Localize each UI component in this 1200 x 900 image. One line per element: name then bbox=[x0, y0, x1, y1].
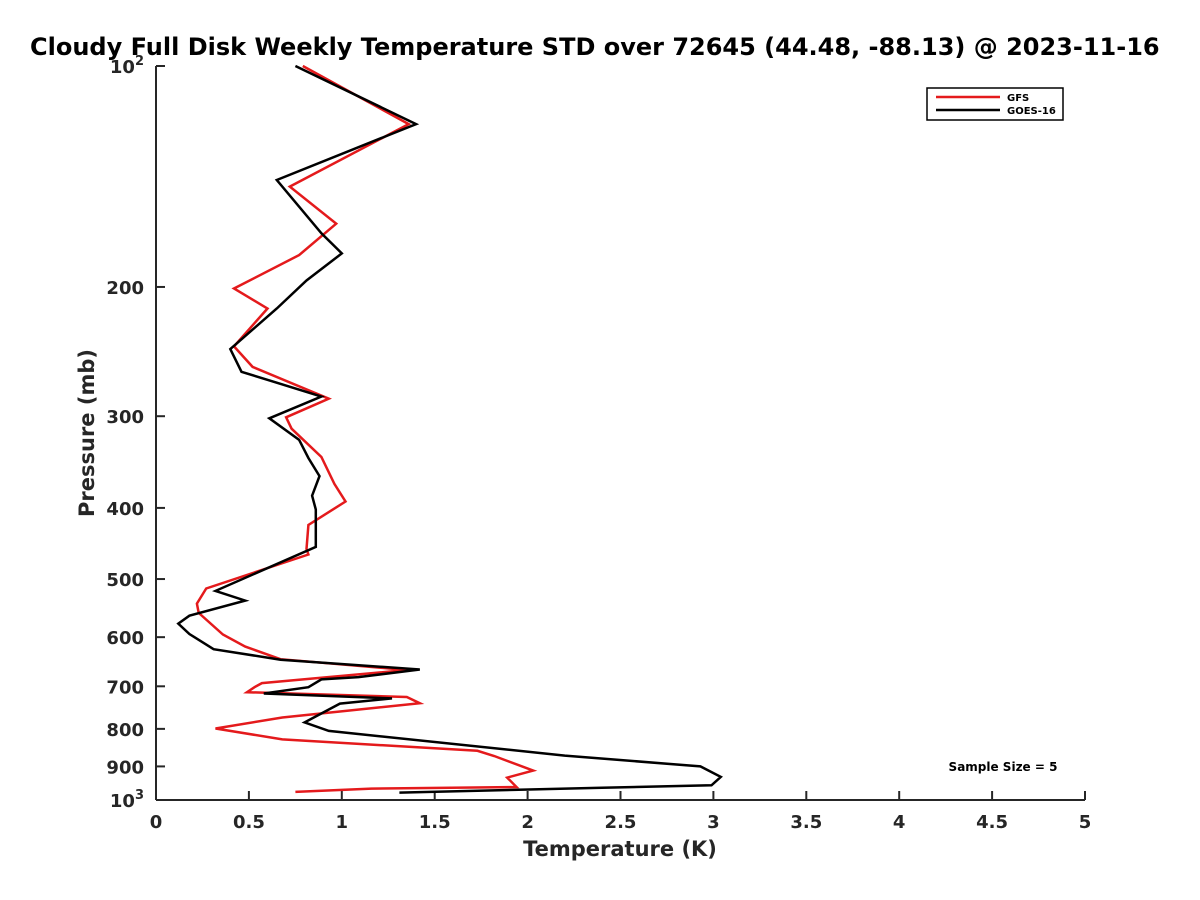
x-tick-label: 4.5 bbox=[976, 812, 1008, 833]
legend: GFS GOES-16 bbox=[926, 87, 1064, 121]
y-tick-label: 800 bbox=[106, 720, 144, 741]
y-tick-label: 900 bbox=[106, 757, 144, 778]
x-tick-label: 5 bbox=[1079, 812, 1092, 833]
y-tick-label: 300 bbox=[106, 407, 144, 428]
series-line-gfs bbox=[195, 64, 538, 794]
chart-title: Cloudy Full Disk Weekly Temperature STD … bbox=[30, 33, 1160, 61]
y-tick-label: 103 bbox=[110, 788, 144, 812]
x-tick-label: 3 bbox=[707, 812, 720, 833]
x-tick-label: 3.5 bbox=[790, 812, 822, 833]
x-tick-label: 1.5 bbox=[419, 812, 451, 833]
y-axis-label: Pressure (mb) bbox=[75, 349, 99, 517]
axes: 0 0.5 1 1.5 2 2.5 3 3.5 4 4.5 5 102 200 300 400 500 600 7… bbox=[106, 54, 1091, 833]
plot-lines bbox=[176, 64, 723, 794]
y-tick-label: 500 bbox=[106, 570, 144, 591]
series-line-goes-16 bbox=[176, 64, 723, 794]
legend-label: GFS bbox=[1007, 93, 1029, 104]
legend-label: GOES-16 bbox=[1007, 106, 1056, 117]
y-tick-label: 102 bbox=[110, 54, 144, 78]
x-tick-label: 1 bbox=[336, 812, 349, 833]
y-tick-label: 400 bbox=[106, 499, 144, 520]
y-tick-label: 200 bbox=[106, 278, 144, 299]
sample-size-note: Sample Size = 5 bbox=[949, 760, 1058, 774]
legend-box bbox=[926, 87, 1064, 121]
x-tick-label: 0 bbox=[150, 812, 163, 833]
x-tick-label: 2 bbox=[521, 812, 534, 833]
x-tick-label: 4 bbox=[893, 812, 906, 833]
x-tick-label: 2.5 bbox=[605, 812, 637, 833]
y-tick-label: 700 bbox=[106, 677, 144, 698]
x-axis-label: Temperature (K) bbox=[523, 837, 717, 861]
y-tick-label: 600 bbox=[106, 628, 144, 649]
x-tick-label: 0.5 bbox=[233, 812, 265, 833]
